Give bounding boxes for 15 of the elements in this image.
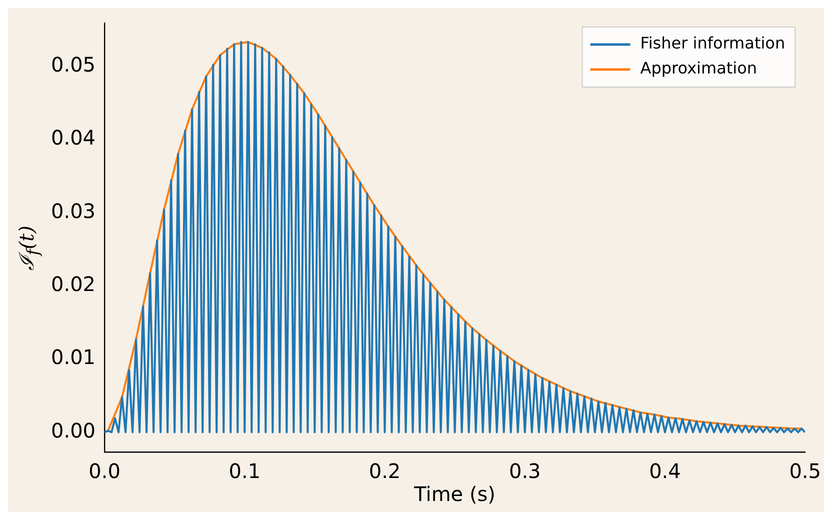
legend-label: Fisher information [640,34,786,53]
x-axis-title: Time (s) [413,482,496,506]
x-tick-label: 0.2 [368,459,401,484]
y-tick-label: 0.03 [51,198,96,223]
x-tick-label: 0.4 [649,459,681,484]
x-tick-label: 0.1 [228,459,261,484]
y-tick-label: 0.01 [51,345,96,370]
legend-label: Approximation [640,58,758,78]
x-tick-label: 0.5 [789,459,822,484]
x-tick-label: 0.0 [88,459,120,484]
y-tick-label: 0.00 [51,418,96,442]
y-tick-label: 0.04 [51,126,96,150]
y-tick-label: 0.05 [51,52,96,76]
x-tick-label: 0.3 [508,459,541,484]
y-tick-label: 0.02 [51,272,96,296]
